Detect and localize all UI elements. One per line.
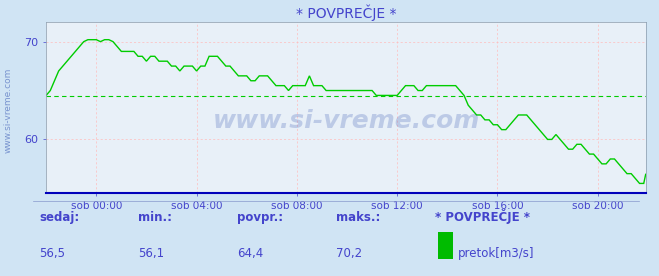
Text: maks.:: maks.: [336, 211, 380, 224]
Title: * POVPREČJE *: * POVPREČJE * [296, 4, 396, 21]
Text: www.si-vreme.com: www.si-vreme.com [212, 109, 480, 133]
Text: 64,4: 64,4 [237, 247, 264, 260]
Text: povpr.:: povpr.: [237, 211, 283, 224]
Text: sedaj:: sedaj: [40, 211, 80, 224]
Text: * POVPREČJE *: * POVPREČJE * [435, 209, 530, 224]
Text: pretok[m3/s]: pretok[m3/s] [458, 247, 534, 260]
Text: 56,5: 56,5 [40, 247, 65, 260]
Text: 56,1: 56,1 [138, 247, 165, 260]
Text: 70,2: 70,2 [336, 247, 362, 260]
Text: min.:: min.: [138, 211, 173, 224]
Text: www.si-vreme.com: www.si-vreme.com [4, 68, 13, 153]
